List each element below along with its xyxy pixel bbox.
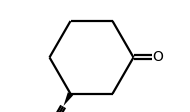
Text: O: O [153, 50, 163, 64]
Polygon shape [63, 92, 73, 106]
